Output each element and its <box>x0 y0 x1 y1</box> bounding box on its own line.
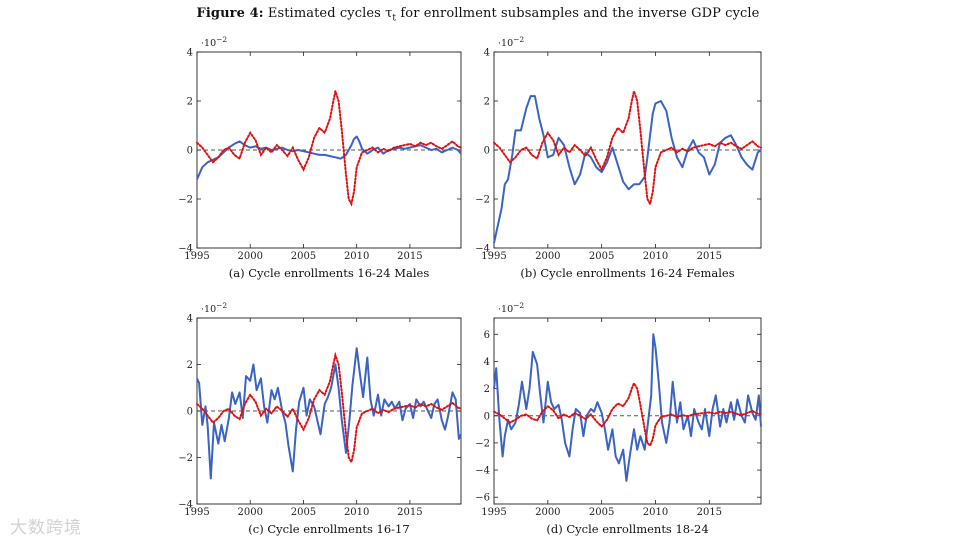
figure-title: Figure 4: Estimated cycles τt for enroll… <box>0 6 956 24</box>
x-tick-label: 2010 <box>344 507 369 518</box>
y-tick-label: 6 <box>484 330 490 341</box>
y-tick-label: −4 <box>178 500 193 511</box>
x-tick-label: 2015 <box>697 251 722 262</box>
y-tick-label: −2 <box>475 438 490 449</box>
chart-panel-1: −4 −2 0 2 4 1995 2000 2005 2010 2015 ·10−2 (a) Cycl… <box>178 35 462 280</box>
x-tick-label: 2000 <box>535 251 560 262</box>
panel-caption: (d) Cycle enrollments 18-24 <box>546 522 708 536</box>
y-tick-label: −2 <box>178 195 193 206</box>
x-tick-label: 2005 <box>291 507 316 518</box>
x-tick-label: 2010 <box>643 507 668 518</box>
figure-title-subscript: t <box>392 13 397 24</box>
y-tick-label: −4 <box>475 466 490 477</box>
x-tick-label: 2015 <box>697 507 722 518</box>
y-tick-label: 0 <box>484 146 490 157</box>
scale-label: ·10−2 <box>498 35 524 49</box>
scale-label: ·10−2 <box>201 35 227 49</box>
x-tick-label: 2000 <box>237 507 262 518</box>
series-line-enrollments <box>493 95 762 244</box>
x-tick-label: 2015 <box>397 507 422 518</box>
y-tick-label: 0 <box>484 411 490 422</box>
x-tick-label: 1995 <box>184 507 209 518</box>
y-tick-label: −2 <box>178 453 193 464</box>
y-tick-label: 4 <box>484 357 490 368</box>
y-tick-label: 0 <box>187 146 193 157</box>
x-tick-label: 1995 <box>481 507 506 518</box>
x-tick-label: 2000 <box>535 507 560 518</box>
scale-label: ·10−2 <box>498 301 524 315</box>
x-tick-label: 2010 <box>643 251 668 262</box>
y-tick-label: 4 <box>187 48 193 59</box>
x-tick-label: 2005 <box>589 251 614 262</box>
figure-title-rest: for enrollment subsamples and the invers… <box>396 6 760 21</box>
series-line-inverse-gdp <box>196 351 462 465</box>
x-tick-label: 2010 <box>344 251 369 262</box>
y-tick-label: −6 <box>475 493 490 504</box>
series-line-enrollments <box>196 347 462 480</box>
y-tick-label: 4 <box>484 48 490 59</box>
x-tick-label: 1995 <box>184 251 209 262</box>
chart-panel-4: −6 −4 −2 0 2 4 6 1995 2000 2005 2010 2015 ·10−2 (d) C… <box>475 301 762 536</box>
scale-exponent: −2 <box>513 301 524 310</box>
series-line-inverse-gdp <box>493 380 762 448</box>
x-tick-label: 1995 <box>481 251 506 262</box>
chart-panel-3: −4 −2 0 2 4 1995 2000 2005 2010 2015 ·10−2 (c) Cycl… <box>178 301 462 536</box>
scale-exponent: −2 <box>216 35 227 44</box>
panel-caption: (b) Cycle enrollments 16-24 Females <box>520 266 734 280</box>
y-tick-label: 2 <box>484 384 490 395</box>
chart-panel-2: −4 −2 0 2 4 1995 2000 2005 2010 2015 ·10−2 (b) Cycl… <box>475 35 762 280</box>
scale-label: ·10−2 <box>201 301 227 315</box>
x-tick-label: 2005 <box>589 507 614 518</box>
y-tick-label: 2 <box>187 97 193 108</box>
y-tick-label: 2 <box>187 360 193 371</box>
scale-exponent: −2 <box>216 301 227 310</box>
panel-caption: (a) Cycle enrollments 16-24 Males <box>229 266 430 280</box>
scale-exponent: −2 <box>513 35 524 44</box>
figure-title-text: Estimated cycles τ <box>267 6 393 21</box>
y-tick-label: 0 <box>187 407 193 418</box>
x-tick-label: 2015 <box>397 251 422 262</box>
x-tick-label: 2000 <box>237 251 262 262</box>
y-tick-label: 2 <box>484 97 490 108</box>
series-line-inverse-gdp <box>196 87 462 207</box>
y-tick-label: −2 <box>475 195 490 206</box>
panel-caption: (c) Cycle enrollments 16-17 <box>248 522 409 536</box>
watermark: 大数跨境 <box>10 518 82 538</box>
figure-label: Figure 4: <box>196 6 264 21</box>
series-line-enrollments <box>493 333 762 482</box>
y-tick-label: 4 <box>187 314 193 325</box>
x-tick-label: 2005 <box>291 251 316 262</box>
y-tick-label: −4 <box>475 244 490 255</box>
series-line-inverse-gdp <box>493 87 762 207</box>
y-tick-label: −4 <box>178 244 193 255</box>
